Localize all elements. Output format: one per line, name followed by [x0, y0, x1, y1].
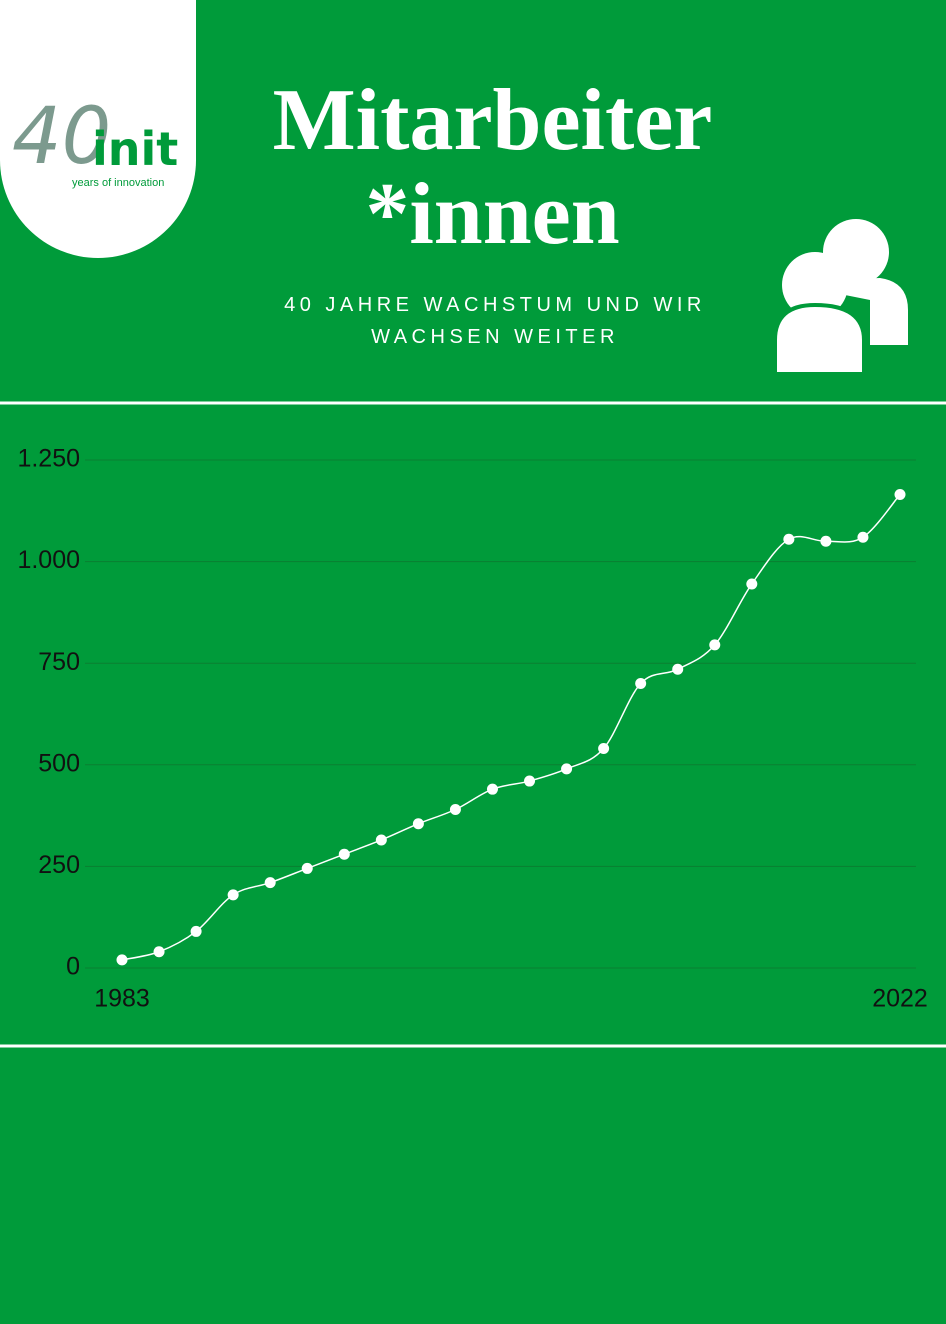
title: Mitarbeiter *innen	[272, 72, 713, 263]
data-point	[116, 954, 128, 966]
y-tick-label: 1.000	[17, 546, 80, 574]
data-point	[227, 889, 239, 901]
data-point	[672, 663, 684, 675]
x-tick-label: 2022	[872, 985, 928, 1013]
data-point	[412, 818, 424, 830]
y-tick-label: 250	[38, 851, 80, 879]
data-point	[338, 848, 350, 860]
data-point	[264, 877, 276, 889]
data-point	[820, 535, 832, 547]
logo-brand: init	[92, 122, 178, 176]
data-point	[524, 775, 536, 787]
data-point	[153, 946, 165, 958]
data-point	[449, 804, 461, 816]
logo-number: 40	[12, 92, 111, 182]
y-tick-label: 1.250	[17, 445, 80, 473]
data-point	[190, 925, 202, 937]
x-tick-label: 1983	[94, 985, 150, 1013]
data-point	[746, 578, 758, 590]
subtitle: 40 JAHRE WACHSTUM UND WIR WACHSEN WEITER	[284, 294, 706, 348]
data-point	[709, 639, 721, 651]
y-tick-label: 500	[38, 749, 80, 777]
data-point	[635, 678, 647, 690]
logo-tagline: years of innovation	[72, 177, 164, 189]
data-point	[598, 743, 610, 755]
y-tick-label: 750	[38, 648, 80, 676]
y-tick-label: 0	[66, 953, 80, 981]
data-point	[857, 531, 869, 543]
people-icon	[773, 219, 908, 376]
data-point	[375, 834, 387, 846]
logo-badge	[0, 0, 196, 258]
data-point	[301, 862, 313, 874]
data-point	[486, 783, 498, 795]
data-line	[121, 494, 901, 961]
data-point	[783, 533, 795, 545]
data-point	[561, 763, 573, 775]
data-point	[894, 489, 906, 501]
